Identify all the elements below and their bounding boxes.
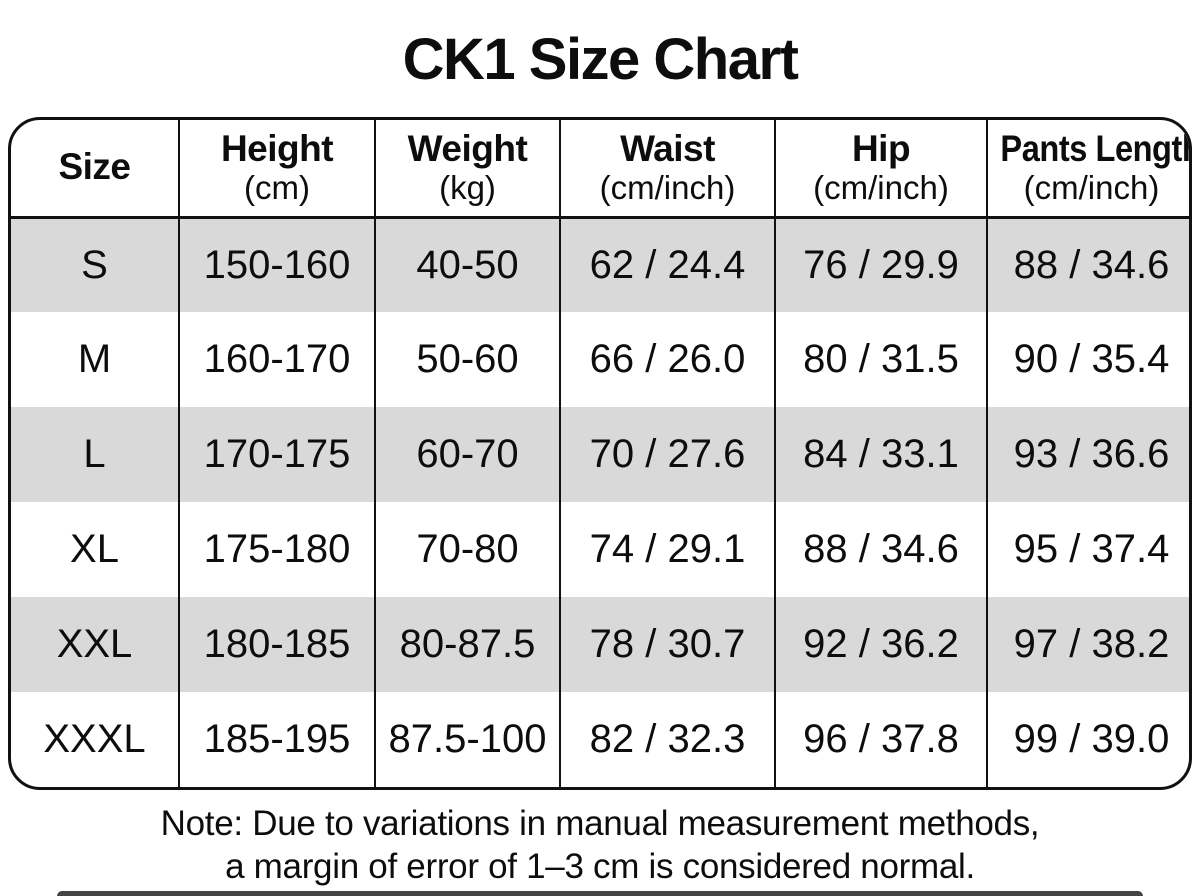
table-row-xl: XL 175-180 70-80 74 / 29.1 88 / 34.6 95 … <box>11 502 1189 597</box>
size-cell: XL <box>70 527 119 571</box>
size-cell: S <box>81 242 108 287</box>
column-header-pants-length: Pants Length (cm/inch) <box>986 120 1192 219</box>
size-cell: L <box>83 432 106 476</box>
next-section-edge <box>57 891 1143 896</box>
column-header-size: Size <box>11 120 179 219</box>
pants-length-cell: 95 / 37.4 <box>986 502 1189 597</box>
hip-cell: 76 / 29.9 <box>774 217 987 312</box>
column-unit: (cm/inch) <box>599 169 736 207</box>
weight-cell: 70-80 <box>374 502 560 597</box>
pants-length-cell: 93 / 36.6 <box>986 407 1189 502</box>
measurement-note: Note: Due to variations in manual measur… <box>0 803 1200 888</box>
column-header-waist: Waist (cm/inch) <box>559 120 775 219</box>
hip-cell: 80 / 31.5 <box>774 312 987 407</box>
size-chart-table-frame: Size Height (cm) Weight (kg) Waist (cm/i… <box>8 117 1192 790</box>
hip-cell: 84 / 33.1 <box>774 407 987 502</box>
pants-length-cell: 99 / 39.0 <box>986 692 1189 787</box>
column-label: Size <box>58 146 131 188</box>
height-cell: 175-180 <box>178 502 375 597</box>
column-header-height: Height (cm) <box>178 120 375 219</box>
height-cell: 150-160 <box>178 217 375 312</box>
weight-cell: 50-60 <box>374 312 560 407</box>
height-cell: 170-175 <box>178 407 375 502</box>
table-row-m: M 160-170 50-60 66 / 26.0 80 / 31.5 90 /… <box>11 312 1189 407</box>
weight-cell: 60-70 <box>374 407 560 502</box>
waist-cell: 82 / 32.3 <box>559 692 775 787</box>
table-body: S 150-160 40-50 62 / 24.4 76 / 29.9 88 /… <box>11 217 1189 787</box>
weight-cell: 87.5-100 <box>374 692 560 787</box>
column-unit: (cm/inch) <box>1023 169 1160 207</box>
size-cell: XXXL <box>43 717 146 761</box>
column-unit: (kg) <box>439 169 496 207</box>
column-label: Waist <box>620 127 715 169</box>
table-row-xxxl: XXXL 185-195 87.5-100 82 / 32.3 96 / 37.… <box>11 692 1189 787</box>
hip-cell: 96 / 37.8 <box>774 692 987 787</box>
table-row-l: L 170-175 60-70 70 / 27.6 84 / 33.1 93 /… <box>11 407 1189 502</box>
pants-length-cell: 97 / 38.2 <box>986 597 1189 692</box>
column-label: Height <box>220 127 334 169</box>
size-cell: M <box>77 337 112 381</box>
height-cell: 180-185 <box>178 597 375 692</box>
size-chart-table: Size Height (cm) Weight (kg) Waist (cm/i… <box>11 120 1192 787</box>
note-line-1: Note: Due to variations in manual measur… <box>160 804 1040 843</box>
hip-cell: 88 / 34.6 <box>774 502 987 597</box>
column-label: Hip <box>851 127 911 169</box>
column-label: Weight <box>407 127 528 169</box>
column-header-weight: Weight (kg) <box>374 120 560 219</box>
column-label: Pants Length <box>1000 127 1192 169</box>
table-row-s: S 150-160 40-50 62 / 24.4 76 / 29.9 88 /… <box>11 217 1189 312</box>
height-cell: 185-195 <box>178 692 375 787</box>
waist-cell: 78 / 30.7 <box>559 597 775 692</box>
hip-cell: 92 / 36.2 <box>774 597 987 692</box>
size-cell: XXL <box>56 622 133 666</box>
pants-length-cell: 90 / 35.4 <box>986 312 1189 407</box>
column-unit: (cm/inch) <box>813 169 949 207</box>
page-title: CK1 Size Chart <box>402 27 799 92</box>
waist-cell: 70 / 27.6 <box>559 407 775 502</box>
height-cell: 160-170 <box>178 312 375 407</box>
table-row-xxl: XXL 180-185 80-87.5 78 / 30.7 92 / 36.2 … <box>11 597 1189 692</box>
note-line-2: a margin of error of 1–3 cm is considere… <box>225 846 975 886</box>
column-header-hip: Hip (cm/inch) <box>774 120 987 219</box>
column-unit: (cm) <box>244 169 310 207</box>
header-row: Size Height (cm) Weight (kg) Waist (cm/i… <box>11 120 1192 219</box>
weight-cell: 80-87.5 <box>374 597 560 692</box>
table-header: Size Height (cm) Weight (kg) Waist (cm/i… <box>11 120 1192 219</box>
pants-length-cell: 88 / 34.6 <box>986 217 1189 312</box>
weight-cell: 40-50 <box>374 217 560 312</box>
waist-cell: 66 / 26.0 <box>559 312 775 407</box>
waist-cell: 62 / 24.4 <box>559 217 775 312</box>
waist-cell: 74 / 29.1 <box>559 502 775 597</box>
